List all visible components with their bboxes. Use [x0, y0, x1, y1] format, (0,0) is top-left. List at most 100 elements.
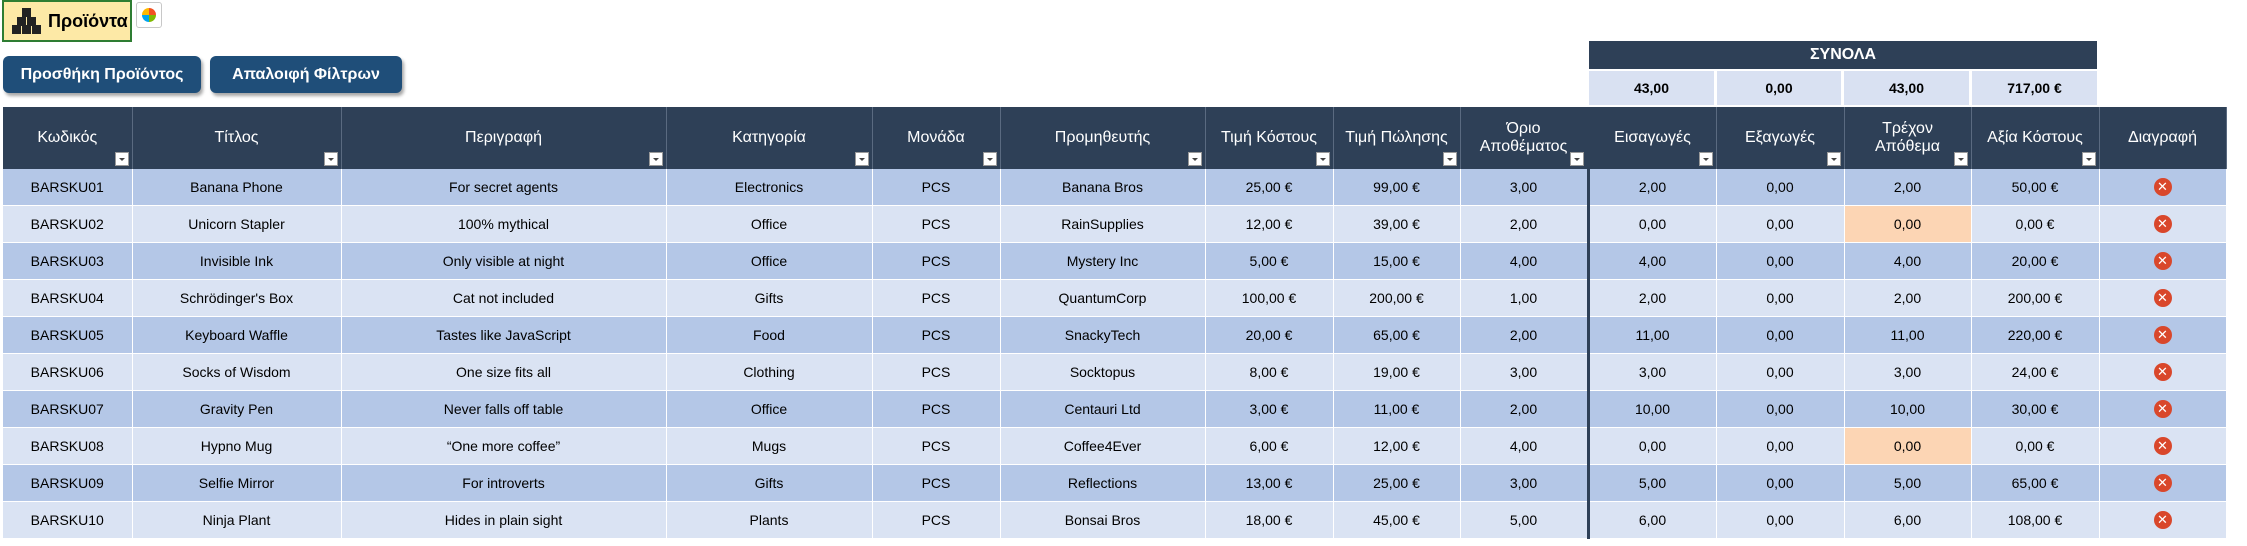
col-title-cell[interactable]: Banana Phone [132, 169, 342, 206]
col-cost-value-cell[interactable]: 0,00 € [1971, 205, 2100, 243]
col-description-cell[interactable]: For introverts [341, 464, 667, 502]
col-code-cell[interactable]: BARSKU07 [3, 390, 133, 428]
col-code-cell[interactable]: BARSKU06 [3, 353, 133, 391]
col-code-cell[interactable]: BARSKU04 [3, 279, 133, 317]
col-description-cell[interactable]: Tastes like JavaScript [341, 316, 667, 354]
col-supplier-cell[interactable]: Centauri Ltd [1000, 390, 1206, 428]
col-supplier-cell[interactable]: SnackyTech [1000, 316, 1206, 354]
col-exports-cell[interactable]: 0,00 [1716, 205, 1845, 243]
col-code-cell[interactable]: BARSKU05 [3, 316, 133, 354]
col-description-cell[interactable]: One size fits all [341, 353, 667, 391]
col-sale-price-cell[interactable]: 200,00 € [1333, 279, 1461, 317]
col-imports-cell[interactable]: 3,00 [1586, 353, 1717, 391]
col-category-cell[interactable]: Plants [666, 501, 873, 539]
col-unit-cell[interactable]: PCS [872, 279, 1001, 317]
col-sale-price-cell[interactable]: 11,00 € [1333, 390, 1461, 428]
col-category-cell[interactable]: Gifts [666, 464, 873, 502]
filter-dropdown-icon[interactable] [1698, 152, 1713, 166]
col-category-cell[interactable]: Office [666, 242, 873, 280]
col-unit-cell[interactable]: PCS [872, 205, 1001, 243]
col-stock-limit-cell[interactable]: 2,00 [1460, 316, 1589, 354]
col-cost-value-cell[interactable]: 65,00 € [1971, 464, 2100, 502]
col-description-cell[interactable]: Cat not included [341, 279, 667, 317]
col-unit-cell[interactable]: PCS [872, 427, 1001, 465]
delete-row-icon[interactable]: ✕ [2153, 215, 2172, 233]
col-code-cell[interactable]: BARSKU03 [3, 242, 133, 280]
col-imports-cell[interactable]: 5,00 [1586, 464, 1717, 502]
col-category-cell[interactable]: Office [666, 205, 873, 243]
delete-row-icon[interactable]: ✕ [2153, 178, 2172, 196]
col-cost-value-cell[interactable]: 200,00 € [1971, 279, 2100, 317]
col-sale-price-cell[interactable]: 39,00 € [1333, 205, 1461, 243]
col-stock-limit-cell[interactable]: 5,00 [1460, 501, 1589, 539]
delete-row-icon[interactable]: ✕ [2153, 400, 2172, 418]
col-category-cell[interactable]: Clothing [666, 353, 873, 391]
col-cost-value-cell[interactable]: 50,00 € [1971, 169, 2100, 206]
filter-dropdown-icon[interactable] [2081, 152, 2096, 166]
col-description-cell[interactable]: Hides in plain sight [341, 501, 667, 539]
col-sale-price-cell[interactable]: 65,00 € [1333, 316, 1461, 354]
col-current-stock-cell[interactable]: 0,00 [1844, 205, 1972, 243]
col-title-cell[interactable]: Socks of Wisdom [132, 353, 342, 391]
col-title-cell[interactable]: Selfie Mirror [132, 464, 342, 502]
filter-dropdown-icon[interactable] [1569, 152, 1584, 166]
sheet-tab-products[interactable]: Προϊόντα [2, 0, 132, 42]
col-unit-cell[interactable]: PCS [872, 316, 1001, 354]
col-title-cell[interactable]: Keyboard Waffle [132, 316, 342, 354]
col-stock-limit-cell[interactable]: 3,00 [1460, 169, 1589, 206]
col-exports-cell[interactable]: 0,00 [1716, 169, 1845, 206]
delete-row-icon[interactable]: ✕ [2153, 511, 2172, 529]
col-code-cell[interactable]: BARSKU01 [3, 169, 133, 206]
filter-dropdown-icon[interactable] [854, 152, 869, 166]
col-current-stock-cell[interactable]: 3,00 [1844, 353, 1972, 391]
col-sale-price-cell[interactable]: 15,00 € [1333, 242, 1461, 280]
col-code-cell[interactable]: BARSKU08 [3, 427, 133, 465]
col-cost-value-cell[interactable]: 0,00 € [1971, 427, 2100, 465]
col-code-cell[interactable]: BARSKU09 [3, 464, 133, 502]
col-current-stock-cell[interactable]: 11,00 [1844, 316, 1972, 354]
col-unit-cell[interactable]: PCS [872, 353, 1001, 391]
col-supplier-cell[interactable]: Reflections [1000, 464, 1206, 502]
delete-row-icon[interactable]: ✕ [2153, 363, 2172, 381]
clear-filters-button[interactable]: Απαλοιφή Φίλτρων [210, 56, 402, 93]
col-imports-cell[interactable]: 4,00 [1586, 242, 1717, 280]
col-title-cell[interactable]: Gravity Pen [132, 390, 342, 428]
filter-dropdown-icon[interactable] [1953, 152, 1968, 166]
col-description-cell[interactable]: 100% mythical [341, 205, 667, 243]
col-cost-value-cell[interactable]: 30,00 € [1971, 390, 2100, 428]
col-supplier-cell[interactable]: Socktopus [1000, 353, 1206, 391]
filter-dropdown-icon[interactable] [982, 152, 997, 166]
col-imports-cell[interactable]: 2,00 [1586, 279, 1717, 317]
col-unit-cell[interactable]: PCS [872, 242, 1001, 280]
col-supplier-cell[interactable]: Coffee4Ever [1000, 427, 1206, 465]
col-stock-limit-cell[interactable]: 4,00 [1460, 427, 1589, 465]
col-code-cell[interactable]: BARSKU10 [3, 501, 133, 539]
col-imports-cell[interactable]: 0,00 [1586, 427, 1717, 465]
col-sale-price-cell[interactable]: 99,00 € [1333, 169, 1461, 206]
col-cost-price-cell[interactable]: 12,00 € [1205, 205, 1334, 243]
col-imports-cell[interactable]: 6,00 [1586, 501, 1717, 539]
col-exports-cell[interactable]: 0,00 [1716, 279, 1845, 317]
col-unit-cell[interactable]: PCS [872, 390, 1001, 428]
col-current-stock-cell[interactable]: 2,00 [1844, 169, 1972, 206]
col-cost-price-cell[interactable]: 25,00 € [1205, 169, 1334, 206]
filter-dropdown-icon[interactable] [1826, 152, 1841, 166]
col-current-stock-cell[interactable]: 6,00 [1844, 501, 1972, 539]
col-supplier-cell[interactable]: Mystery Inc [1000, 242, 1206, 280]
col-sale-price-cell[interactable]: 12,00 € [1333, 427, 1461, 465]
col-supplier-cell[interactable]: Banana Bros [1000, 169, 1206, 206]
col-code-cell[interactable]: BARSKU02 [3, 205, 133, 243]
col-title-cell[interactable]: Hypno Mug [132, 427, 342, 465]
col-category-cell[interactable]: Food [666, 316, 873, 354]
col-current-stock-cell[interactable]: 4,00 [1844, 242, 1972, 280]
col-cost-price-cell[interactable]: 6,00 € [1205, 427, 1334, 465]
filter-dropdown-icon[interactable] [114, 152, 129, 166]
col-stock-limit-cell[interactable]: 2,00 [1460, 390, 1589, 428]
col-imports-cell[interactable]: 2,00 [1586, 169, 1717, 206]
copilot-icon[interactable] [136, 2, 162, 28]
col-supplier-cell[interactable]: Bonsai Bros [1000, 501, 1206, 539]
col-sale-price-cell[interactable]: 25,00 € [1333, 464, 1461, 502]
col-exports-cell[interactable]: 0,00 [1716, 390, 1845, 428]
filter-dropdown-icon[interactable] [323, 152, 338, 166]
col-current-stock-cell[interactable]: 0,00 [1844, 427, 1972, 465]
